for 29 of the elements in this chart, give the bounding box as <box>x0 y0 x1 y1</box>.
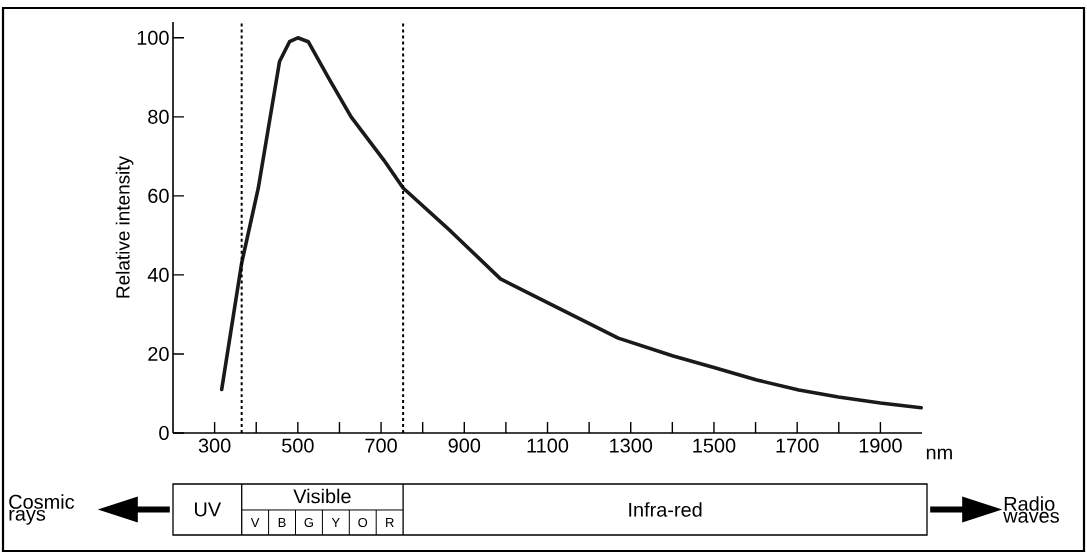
text: Radio waves <box>1003 496 1059 523</box>
text: G <box>304 517 313 528</box>
x-tick-label: 1300 <box>610 438 653 453</box>
y-tick-label: 0 <box>159 425 169 441</box>
text: Infra-red <box>629 502 702 517</box>
text: V <box>250 518 260 527</box>
text: O <box>358 517 368 528</box>
x-axis-title: nm <box>926 448 952 460</box>
x-tick-label: 900 <box>448 438 481 453</box>
y-tick-label: 60 <box>148 188 169 203</box>
x-tick-label: 1700 <box>776 438 819 453</box>
text: Cosmic rays <box>9 494 75 525</box>
x-tick-label: 700 <box>365 438 397 453</box>
text: B <box>278 518 286 527</box>
line-series <box>219 35 923 410</box>
y-tick-label: 100 <box>137 30 169 45</box>
x-tick-label: 1500 <box>693 438 736 453</box>
text: R <box>386 518 394 527</box>
y-axis-title: Relative intensity <box>115 156 134 298</box>
x-tick-label: 1900 <box>859 438 902 453</box>
y-tick-label: 80 <box>148 109 169 124</box>
x-tick-label: 1100 <box>527 438 569 453</box>
y-tick-label: 20 <box>148 346 169 361</box>
x-tick-label: 500 <box>282 438 314 453</box>
text: Y <box>331 518 340 527</box>
y-tick-label: 40 <box>147 267 169 282</box>
text: UV <box>195 502 222 517</box>
x-tick-label: 300 <box>198 438 231 453</box>
text: Visible <box>293 488 351 504</box>
